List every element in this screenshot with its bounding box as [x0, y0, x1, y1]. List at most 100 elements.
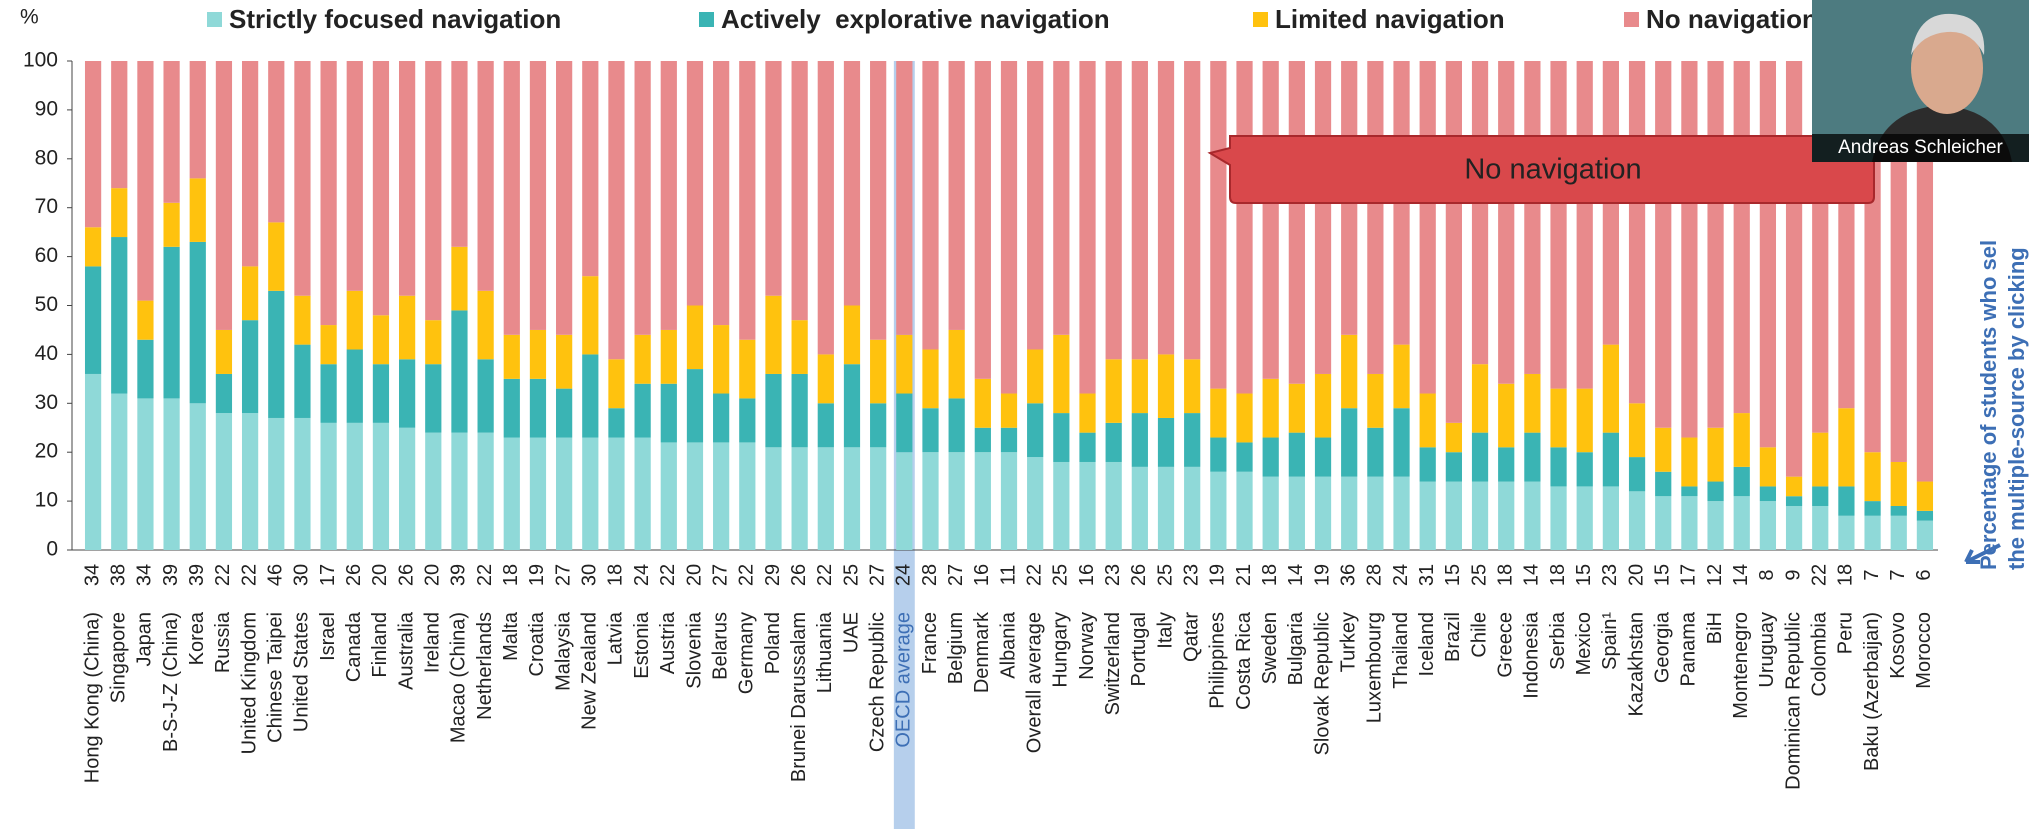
- bar-segment: [817, 403, 834, 448]
- x-tick-label: Croatia: [526, 611, 548, 676]
- bar-segment: [1079, 432, 1096, 462]
- bar-segment: [634, 61, 651, 335]
- bar-segment: [1498, 481, 1515, 550]
- bar-segment: [1000, 393, 1018, 428]
- x-tick-label: Lithuania: [814, 611, 836, 693]
- bar-segment: [1498, 447, 1515, 482]
- column-label: 19: [1311, 564, 1333, 586]
- column-label: 39: [160, 564, 182, 586]
- bar-segment: [1053, 334, 1070, 414]
- bar-segment: [346, 349, 363, 423]
- bar-segment: [870, 403, 887, 448]
- y-tick-label: 100: [23, 49, 58, 72]
- bar-segment: [1288, 476, 1305, 550]
- bar-segment: [1184, 413, 1201, 467]
- x-tick-label: Colombia: [1809, 611, 1831, 696]
- column-label: 16: [971, 564, 993, 586]
- y-tick-label: 70: [35, 195, 58, 218]
- column-label: 18: [1494, 564, 1516, 586]
- bar-segment: [1157, 466, 1175, 550]
- column-label: 22: [657, 564, 679, 586]
- bar-segment: [1236, 393, 1253, 443]
- column-label: 11: [997, 565, 1019, 586]
- bar-segment: [713, 325, 730, 394]
- side-note: Percentage of students who sel: [1976, 240, 2001, 570]
- y-axis-label: %: [20, 6, 39, 29]
- x-tick-label: New Zealand: [579, 612, 601, 730]
- column-label: 22: [238, 564, 260, 586]
- bar-segment: [1576, 452, 1593, 487]
- x-tick-label: Serbia: [1547, 611, 1569, 670]
- legend-swatch: [1253, 12, 1268, 27]
- speaker-name: Andreas Schleicher: [1812, 134, 2029, 162]
- column-label: 20: [683, 564, 705, 586]
- bar-segment: [294, 295, 311, 345]
- bar-segment: [346, 290, 363, 350]
- bar-segment: [1079, 61, 1096, 394]
- bar-segment: [1785, 505, 1803, 550]
- x-tick-label: Switzerland: [1102, 612, 1124, 715]
- bar-segment: [241, 320, 259, 414]
- x-tick-label: Germany: [736, 612, 758, 694]
- bar-segment: [1393, 476, 1410, 550]
- bar-segment: [1524, 61, 1541, 374]
- bar-segment: [765, 61, 782, 296]
- bar-segment: [817, 447, 834, 550]
- column-label: 20: [1625, 564, 1647, 586]
- bar-segment: [372, 315, 390, 365]
- column-label: 7: [1887, 569, 1909, 580]
- column-label: 26: [395, 564, 417, 586]
- x-tick-label: Uruguay: [1756, 612, 1778, 688]
- bar-segment: [1655, 471, 1672, 497]
- bar-segment: [1838, 515, 1855, 550]
- x-tick-label: Chinese Taipei: [265, 612, 287, 743]
- bar-segment: [896, 393, 913, 453]
- column-label: 20: [369, 564, 391, 586]
- legend-label: Limited navigation: [1275, 4, 1505, 34]
- column-label: 7: [1861, 569, 1883, 580]
- column-label: 19: [1207, 564, 1229, 586]
- column-label: 12: [1704, 564, 1726, 586]
- bar-segment: [843, 364, 861, 448]
- column-label: 27: [552, 564, 574, 586]
- bar-segment: [1681, 486, 1698, 497]
- bar-segment: [425, 61, 442, 321]
- legend-swatch: [699, 12, 714, 27]
- bar-segment: [1655, 61, 1672, 428]
- bar-segment: [137, 398, 154, 550]
- x-tick-label: Slovak Republic: [1311, 612, 1333, 755]
- bar-segment: [713, 442, 730, 550]
- bar-segment: [713, 61, 730, 326]
- column-label: 38: [108, 564, 130, 586]
- bar-segment: [111, 393, 128, 550]
- bar-segment: [1812, 432, 1829, 487]
- bar-segment: [1681, 437, 1698, 487]
- bar-segment: [660, 61, 677, 330]
- x-tick-label: Netherlands: [474, 612, 496, 720]
- column-label: 23: [1180, 564, 1202, 586]
- bar-segment: [896, 452, 913, 550]
- x-tick-label: Norway: [1076, 612, 1098, 680]
- bar-segment: [503, 437, 520, 550]
- column-label: 6: [1913, 569, 1935, 580]
- x-tick-label: Morocco: [1913, 612, 1935, 689]
- bar-segment: [268, 290, 285, 418]
- bar-segment: [1550, 61, 1567, 389]
- bar-segment: [399, 295, 416, 360]
- column-label: 14: [1521, 564, 1543, 586]
- bar-segment: [1210, 61, 1227, 389]
- column-label: 20: [422, 564, 444, 586]
- bar-segment: [1288, 383, 1305, 433]
- column-label: 25: [1050, 564, 1072, 586]
- x-tick-label: Panama: [1678, 611, 1700, 686]
- bar-segment: [817, 61, 834, 355]
- bar-segment: [1759, 61, 1777, 448]
- bar-segment: [1707, 427, 1724, 482]
- x-tick-label: Poland: [762, 612, 784, 674]
- column-label: 28: [1364, 564, 1386, 586]
- column-label: 22: [1023, 564, 1045, 586]
- bar-segment: [1759, 501, 1777, 550]
- bar-segment: [1157, 354, 1175, 418]
- bar-segment: [686, 61, 704, 306]
